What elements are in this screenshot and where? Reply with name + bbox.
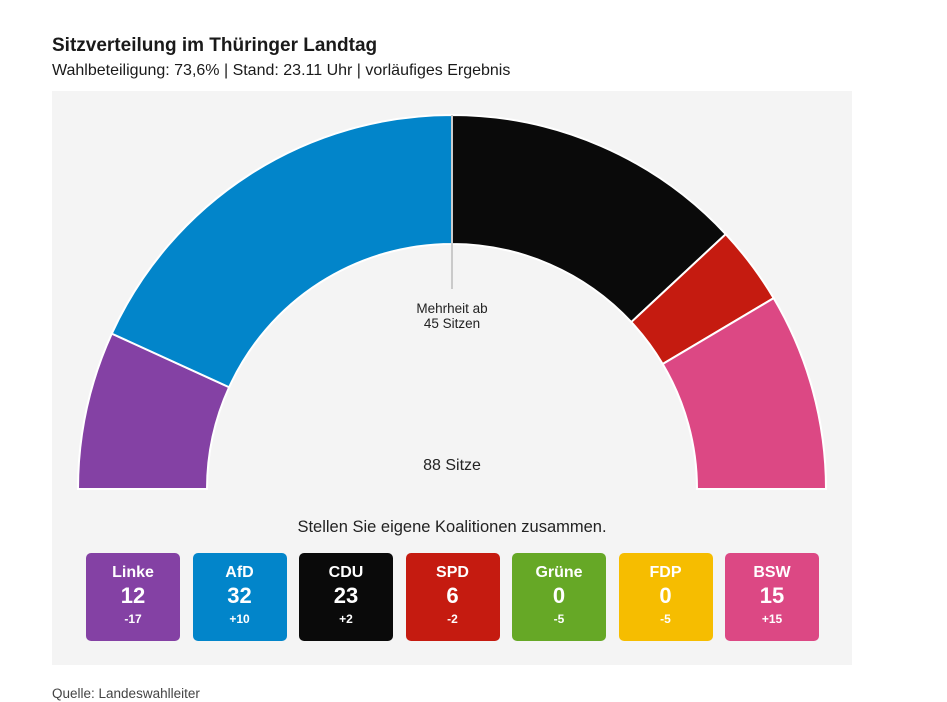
party-seats: 32 — [227, 583, 252, 608]
party-seat-change: +15 — [761, 612, 783, 626]
party-seats: 0 — [552, 583, 566, 608]
party-name: SPD — [436, 564, 469, 581]
party-tile-cdu[interactable]: CDU 23 +2 — [299, 553, 393, 641]
majority-label: Mehrheit ab 45 Sitzen — [352, 301, 552, 331]
coalition-prompt: Stellen Sie eigene Koalitionen zusammen. — [297, 518, 607, 536]
total-seats-label: 88 Sitze — [423, 457, 481, 474]
party-seat-change: -5 — [553, 612, 565, 626]
party-seat-change: -2 — [447, 612, 458, 626]
majority-label-line2: 45 Sitzen — [423, 316, 481, 331]
party-seats: 12 — [120, 583, 146, 608]
chart-subtitle: Wahlbeteiligung: 73,6% | Stand: 23.11 Uh… — [52, 62, 511, 79]
party-seat-change: -5 — [660, 612, 671, 626]
party-name: Linke — [112, 564, 154, 581]
party-name: FDP — [649, 564, 682, 581]
party-tile-fdp[interactable]: FDP 0 -5 — [618, 553, 713, 641]
source-note: Quelle: Landeswahlleiter — [52, 686, 200, 701]
party-tile-linke[interactable]: Linke 12 -17 — [86, 553, 180, 641]
chart-panel: Mehrheit ab 45 Sitzen 88 Sitze Stellen S… — [52, 91, 852, 665]
party-tile-bsw[interactable]: BSW 15 +15 — [725, 553, 819, 641]
party-seats: 23 — [333, 583, 359, 608]
party-tile-afd[interactable]: AfD 32 +10 — [192, 553, 287, 641]
party-seat-change: +2 — [339, 612, 353, 626]
seat-arc-chart — [76, 113, 828, 490]
party-seats: 15 — [759, 583, 785, 608]
party-tile-gr-ne[interactable]: Grüne 0 -5 — [512, 553, 606, 641]
chart-title: Sitzverteilung im Thüringer Landtag — [52, 35, 378, 56]
seat-segment-afd — [110, 113, 453, 389]
party-tile-spd[interactable]: SPD 6 -2 — [405, 553, 500, 641]
majority-label-line1: Mehrheit ab — [416, 301, 488, 316]
party-tiles: Linke 12 -17 AfD 32 +10 CDU 23 +2 SPD 6 -2 Grüne 0 -5 F… — [86, 553, 826, 641]
seat-segment-bsw — [661, 296, 828, 490]
party-seat-change: -17 — [124, 612, 142, 626]
party-seats: 0 — [659, 583, 672, 608]
party-name: AfD — [225, 564, 254, 581]
party-name: BSW — [753, 564, 791, 581]
party-name: Grüne — [535, 564, 583, 581]
party-seats: 6 — [446, 583, 459, 608]
party-seat-change: +10 — [229, 612, 250, 626]
party-name: CDU — [328, 564, 364, 581]
